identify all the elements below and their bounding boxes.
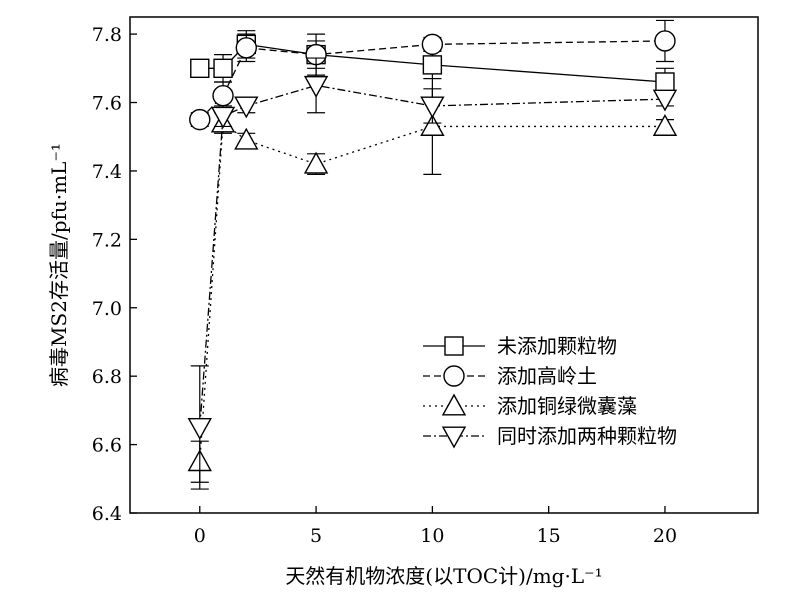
legend-item: 添加铜绿微囊藻: [423, 393, 637, 418]
triangle-up-marker: [234, 127, 259, 150]
series-2: [189, 19, 676, 131]
x-axis-label: 天然有机物浓度(以TOC计)/mg·L⁻¹: [285, 564, 602, 588]
triangle-down-marker: [420, 96, 445, 119]
circle-marker: [212, 84, 234, 107]
legend-label: 添加铜绿微囊藻: [497, 394, 637, 418]
triangle-down-marker: [441, 426, 467, 449]
triangle-up-marker: [303, 151, 329, 174]
legend-item: 未添加颗粒物: [423, 334, 617, 358]
series-line: [199, 121, 665, 462]
triangle-down-marker: [210, 106, 236, 129]
legend-item: 同时添加两种颗粒物: [423, 424, 677, 449]
x-tick-label: 0: [194, 525, 206, 547]
y-tick-label: 6.8: [92, 366, 122, 388]
y-tick-label: 7.2: [92, 229, 122, 251]
plot-frame: [129, 16, 759, 514]
x-tick-label: 10: [420, 525, 444, 547]
y-axis-ticks: 6.4 6.6 6.8 7.0 7.2 7.4 7.6 7.8: [92, 24, 137, 525]
legend-label: 同时添加两种颗粒物: [497, 424, 677, 448]
circle-marker: [235, 37, 257, 59]
triangle-down-marker: [303, 75, 329, 98]
circle-marker: [421, 33, 444, 56]
series-layer: [187, 19, 678, 490]
triangle-down-marker: [187, 417, 212, 440]
circle-marker: [443, 365, 465, 387]
y-tick-label: 7.0: [92, 298, 122, 320]
triangle-up-marker: [420, 114, 445, 136]
square-marker: [422, 55, 443, 75]
x-axis-ticks: 0 5 10 15 20: [194, 506, 677, 547]
x-tick-label: 20: [653, 525, 677, 547]
square-marker: [444, 336, 464, 356]
circle-marker: [654, 30, 676, 52]
square-marker: [213, 58, 233, 79]
triangle-down-marker: [234, 96, 259, 119]
triangle-up-marker: [652, 114, 678, 136]
y-axis-label: 病毒MS2存活量/pfu·mL⁻¹: [47, 143, 71, 387]
x-tick-label: 5: [310, 525, 322, 547]
triangle-up-marker: [441, 393, 467, 416]
x-tick-label: 15: [537, 525, 561, 547]
y-tick-label: 6.6: [92, 435, 122, 457]
series-3: [187, 77, 678, 483]
legend-label: 未添加颗粒物: [497, 334, 617, 358]
square-marker: [190, 58, 210, 79]
square-marker: [655, 72, 675, 92]
circle-marker: [189, 108, 211, 131]
series-4: [187, 57, 678, 490]
y-tick-label: 7.4: [92, 161, 122, 183]
y-tick-label: 6.4: [92, 503, 122, 525]
legend-label: 添加高岭土: [497, 364, 597, 388]
legend-item: 添加高岭土: [423, 364, 597, 388]
y-tick-label: 7.6: [92, 93, 122, 115]
series-line: [199, 84, 665, 428]
triangle-down-marker: [652, 89, 678, 112]
y-tick-label: 7.8: [92, 24, 122, 46]
